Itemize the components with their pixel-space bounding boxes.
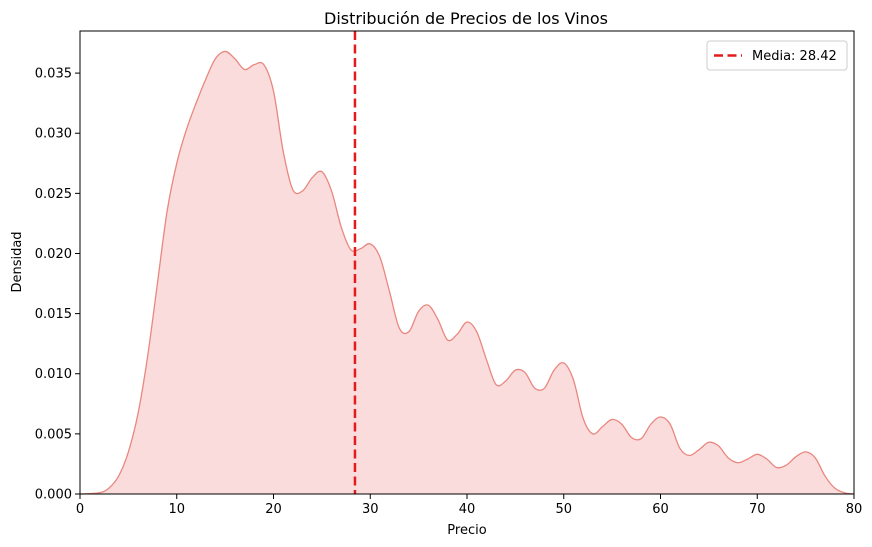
y-tick-label: 0.010 [35, 367, 72, 382]
x-tick-label: 40 [459, 502, 476, 517]
x-tick-label: 80 [846, 502, 863, 517]
x-axis: 0 10 20 30 40 50 60 70 80 [76, 494, 862, 517]
y-tick-label: 0.000 [35, 488, 72, 503]
x-tick-label: 30 [362, 502, 379, 517]
x-tick-label: 10 [168, 502, 185, 517]
x-tick-label: 60 [652, 502, 669, 517]
density-curve [79, 50, 855, 495]
chart-title: Distribución de Precios de los Vinos [324, 9, 608, 28]
x-tick-label: 50 [555, 502, 572, 517]
y-tick-label: 0.015 [35, 307, 72, 322]
y-tick-label: 0.020 [35, 247, 72, 262]
density-fill-area [80, 51, 854, 494]
x-tick-label: 0 [76, 502, 84, 517]
legend-label-mean: Media: 28.42 [752, 49, 837, 64]
y-axis-label: Densidad [10, 231, 25, 292]
y-tick-label: 0.030 [35, 127, 72, 142]
x-axis-label: Precio [447, 523, 486, 538]
y-tick-label: 0.035 [35, 67, 72, 82]
x-tick-label: 70 [749, 502, 766, 517]
legend: Media: 28.42 [706, 40, 848, 71]
y-axis: 0.000 0.005 0.010 0.015 0.020 0.025 0.030 0.035 [35, 67, 80, 503]
y-tick-label: 0.005 [35, 427, 72, 442]
plot-area [79, 30, 855, 495]
y-tick-label: 0.025 [35, 187, 72, 202]
legend-box [706, 40, 848, 71]
x-tick-label: 20 [265, 502, 282, 517]
